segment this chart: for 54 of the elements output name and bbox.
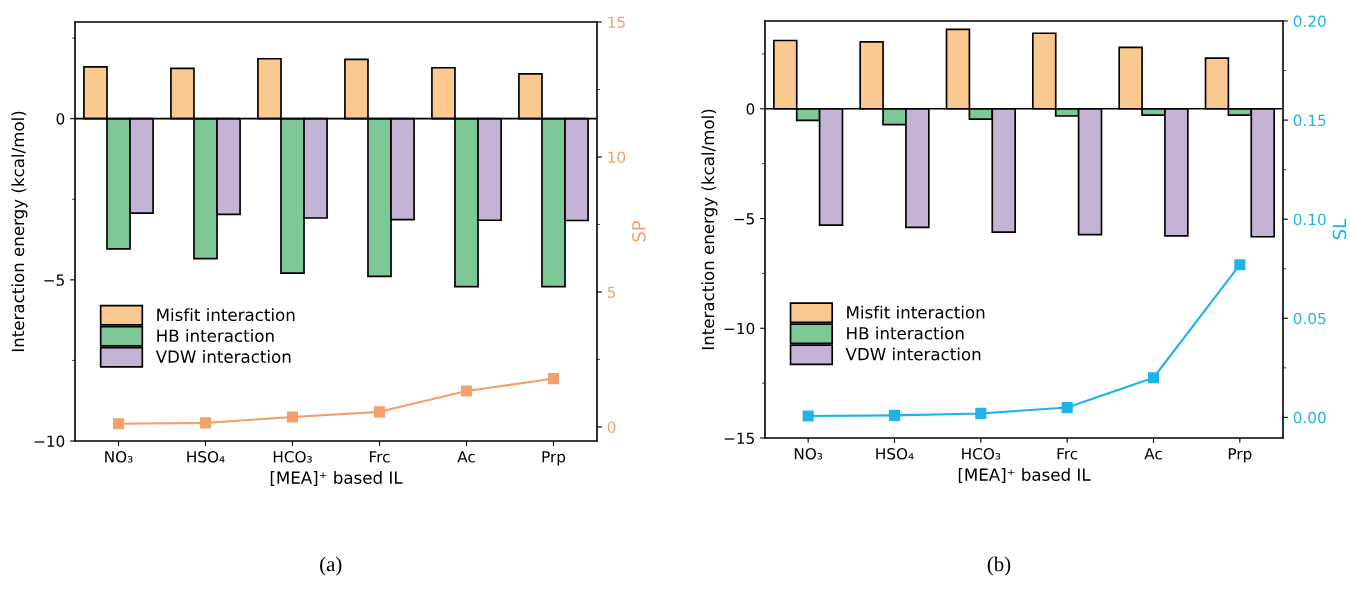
x-tick-label: NO₃ — [794, 447, 823, 460]
x-tick-label: Prp — [542, 451, 566, 466]
legend-label: Misfit interaction — [847, 305, 985, 319]
x-axis-title: [MEA]⁺ based IL — [958, 468, 1091, 483]
point — [373, 406, 386, 418]
legend-label: HB interaction — [847, 326, 964, 340]
y-axis-title: Interaction energy (kcal/mol) — [11, 111, 28, 352]
y2-tick-label: 0 — [607, 421, 616, 433]
y-tick-label: −5 — [44, 274, 64, 286]
x-tick-label: HSO₄ — [876, 447, 914, 460]
point — [1061, 401, 1073, 414]
x-tick-label: NO₃ — [105, 450, 133, 463]
y-tick-label: −10 — [724, 322, 755, 335]
y-tick-label: −15 — [724, 432, 754, 445]
y-tick-label: 0 — [56, 113, 65, 125]
x-tick-label: HCO₃ — [273, 450, 312, 463]
x-tick-label: Frc — [1057, 448, 1078, 460]
legend-label: HB interaction — [157, 329, 274, 343]
point — [460, 385, 473, 397]
point — [802, 410, 814, 422]
y2-tick-label: 10 — [608, 151, 626, 164]
text: (a) — [320, 556, 342, 576]
y-tick-label: −10 — [34, 435, 65, 448]
y2-axis-title: SL — [1332, 218, 1347, 240]
x-tick-label: HCO₃ — [962, 447, 1001, 460]
y-tick-label: 0 — [746, 103, 755, 115]
y2-tick-label: 5 — [607, 286, 616, 298]
y-tick-label: −5 — [734, 213, 754, 225]
point — [975, 407, 987, 419]
legend-label: VDW interaction — [155, 350, 291, 363]
y2-tick-label: 0.05 — [1293, 312, 1326, 325]
x-axis-title: [MEA]⁺ based IL — [270, 471, 403, 486]
y-axis-title: Interaction energy (kcal/mol) — [701, 109, 718, 350]
point — [547, 373, 560, 385]
text: (b) — [987, 556, 1011, 576]
point — [112, 418, 125, 430]
x-tick-label: HSO₄ — [187, 450, 225, 463]
y2-tick-label: 0.15 — [1293, 114, 1326, 127]
x-tick-label: Frc — [369, 451, 390, 463]
x-tick-label: Prp — [1228, 448, 1252, 463]
y2-tick-label: 15 — [608, 16, 625, 29]
point — [888, 409, 901, 421]
point — [199, 417, 212, 429]
y2-tick-label: 0.00 — [1293, 411, 1326, 424]
point — [1147, 372, 1160, 384]
x-tick-label: Ac — [1144, 448, 1162, 460]
legend-label: Misfit interaction — [157, 308, 295, 322]
x-tick-label: Ac — [457, 451, 475, 463]
point — [1234, 259, 1246, 271]
y2-tick-label: 0.20 — [1293, 15, 1326, 28]
point — [286, 411, 299, 423]
legend-label: VDW interaction — [845, 347, 981, 361]
y2-axis-title: SP — [632, 220, 646, 242]
y2-tick-label: 0.10 — [1293, 213, 1326, 226]
